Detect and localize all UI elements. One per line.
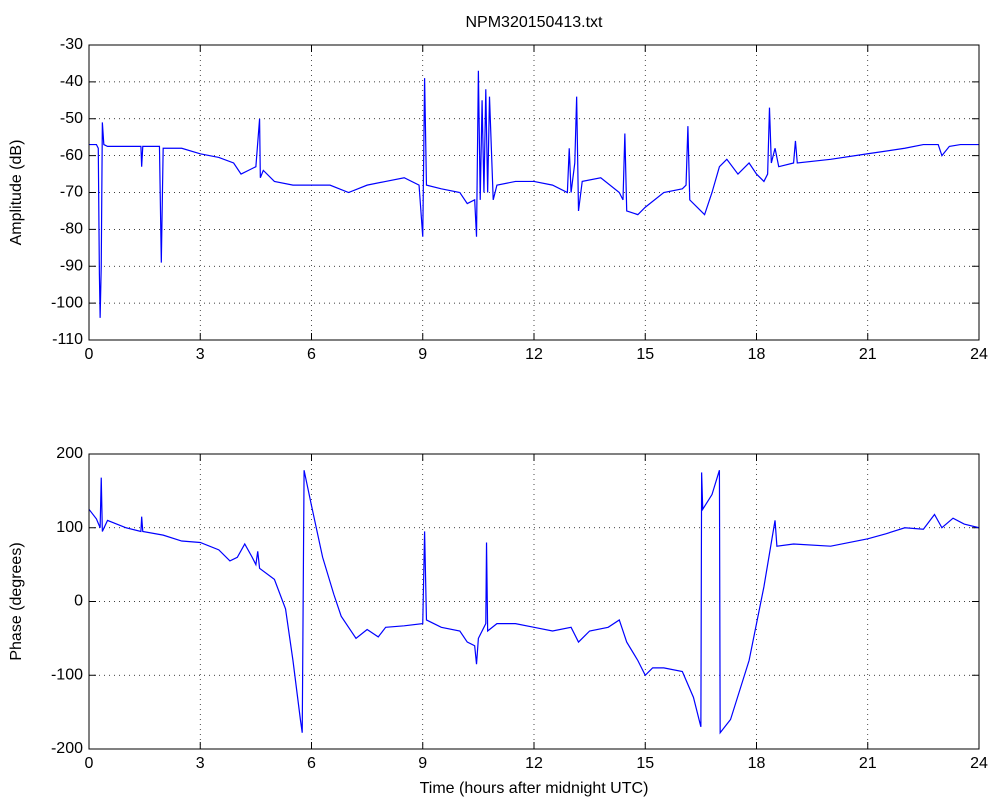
x-tick-label: 6	[307, 755, 316, 772]
y-tick-label: -100	[51, 294, 83, 311]
y-tick-label: -200	[51, 740, 83, 757]
y-tick-label: -40	[60, 73, 83, 90]
x-tick-label: 9	[418, 755, 427, 772]
x-tick-label: 21	[859, 346, 877, 363]
y-tick-label: -50	[60, 110, 83, 127]
x-tick-label: 6	[307, 346, 316, 363]
y-tick-label: -60	[60, 147, 83, 164]
x-tick-label: 15	[636, 755, 654, 772]
x-tick-label: 0	[85, 755, 94, 772]
y-tick-label: 200	[56, 445, 83, 462]
y-axis-label: Amplitude (dB)	[8, 140, 25, 246]
x-tick-label: 9	[418, 346, 427, 363]
x-tick-label: 18	[748, 346, 766, 363]
y-tick-label: -90	[60, 257, 83, 274]
x-tick-label: 12	[525, 346, 543, 363]
x-tick-label: 18	[748, 755, 766, 772]
y-axis-label: Phase (degrees)	[8, 542, 25, 660]
chart-title: NPM320150413.txt	[466, 14, 604, 31]
y-tick-label: -100	[51, 666, 83, 683]
x-tick-label: 12	[525, 755, 543, 772]
y-tick-label: -80	[60, 221, 83, 238]
y-tick-label: 0	[74, 593, 83, 610]
y-tick-label: -110	[52, 331, 83, 348]
x-tick-label: 21	[859, 755, 877, 772]
x-axis-label: Time (hours after midnight UTC)	[420, 780, 649, 797]
x-tick-label: 15	[636, 346, 654, 363]
data-line	[88, 470, 980, 735]
x-tick-label: 3	[196, 346, 205, 363]
x-tick-label: 24	[970, 346, 988, 363]
x-tick-label: 0	[85, 346, 94, 363]
y-tick-label: -30	[60, 36, 83, 53]
y-tick-label: -70	[60, 184, 83, 201]
x-tick-label: 3	[196, 755, 205, 772]
y-tick-label: 100	[56, 519, 83, 536]
x-tick-label: 24	[970, 755, 988, 772]
axes-box	[88, 453, 980, 750]
data-line	[89, 70, 979, 318]
axes-box	[88, 44, 980, 341]
